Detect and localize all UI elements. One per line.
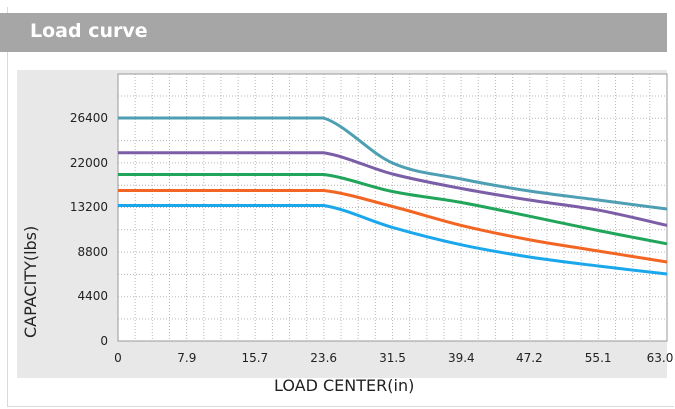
header-bar: Load curve [0,13,667,52]
series-line-4 [118,189,668,264]
x-tick-label: 63.0 [647,351,674,365]
y-tick-label: 8800 [77,245,108,259]
x-tick-label: 0 [114,351,122,365]
series-line-5 [118,204,668,276]
x-tick-label: 39.4 [448,351,475,365]
x-tick-label: 55.1 [585,351,612,365]
y-tick-label: 13200 [70,200,108,214]
y-tick-label: 4400 [77,289,108,303]
series-line-1 [118,116,668,211]
y-axis-label: CAPACITY(lbs) [21,225,40,338]
chart-title: Load curve [30,20,148,42]
x-tick-label: 47.2 [516,351,543,365]
series-line-2 [118,151,668,227]
y-tick-label: 0 [100,334,108,348]
x-tick-label: 15.7 [241,351,268,365]
y-tick-label: 26400 [70,111,108,125]
x-tick-label: 31.5 [379,351,406,365]
x-tick-label: 7.9 [177,351,196,365]
x-axis-label: LOAD CENTER(in) [274,376,415,395]
plot-border [117,73,668,342]
x-tick-label: 23.6 [310,351,337,365]
y-tick-label: 22000 [70,156,108,170]
chart-frame [7,7,674,407]
series-line-3 [118,173,668,246]
